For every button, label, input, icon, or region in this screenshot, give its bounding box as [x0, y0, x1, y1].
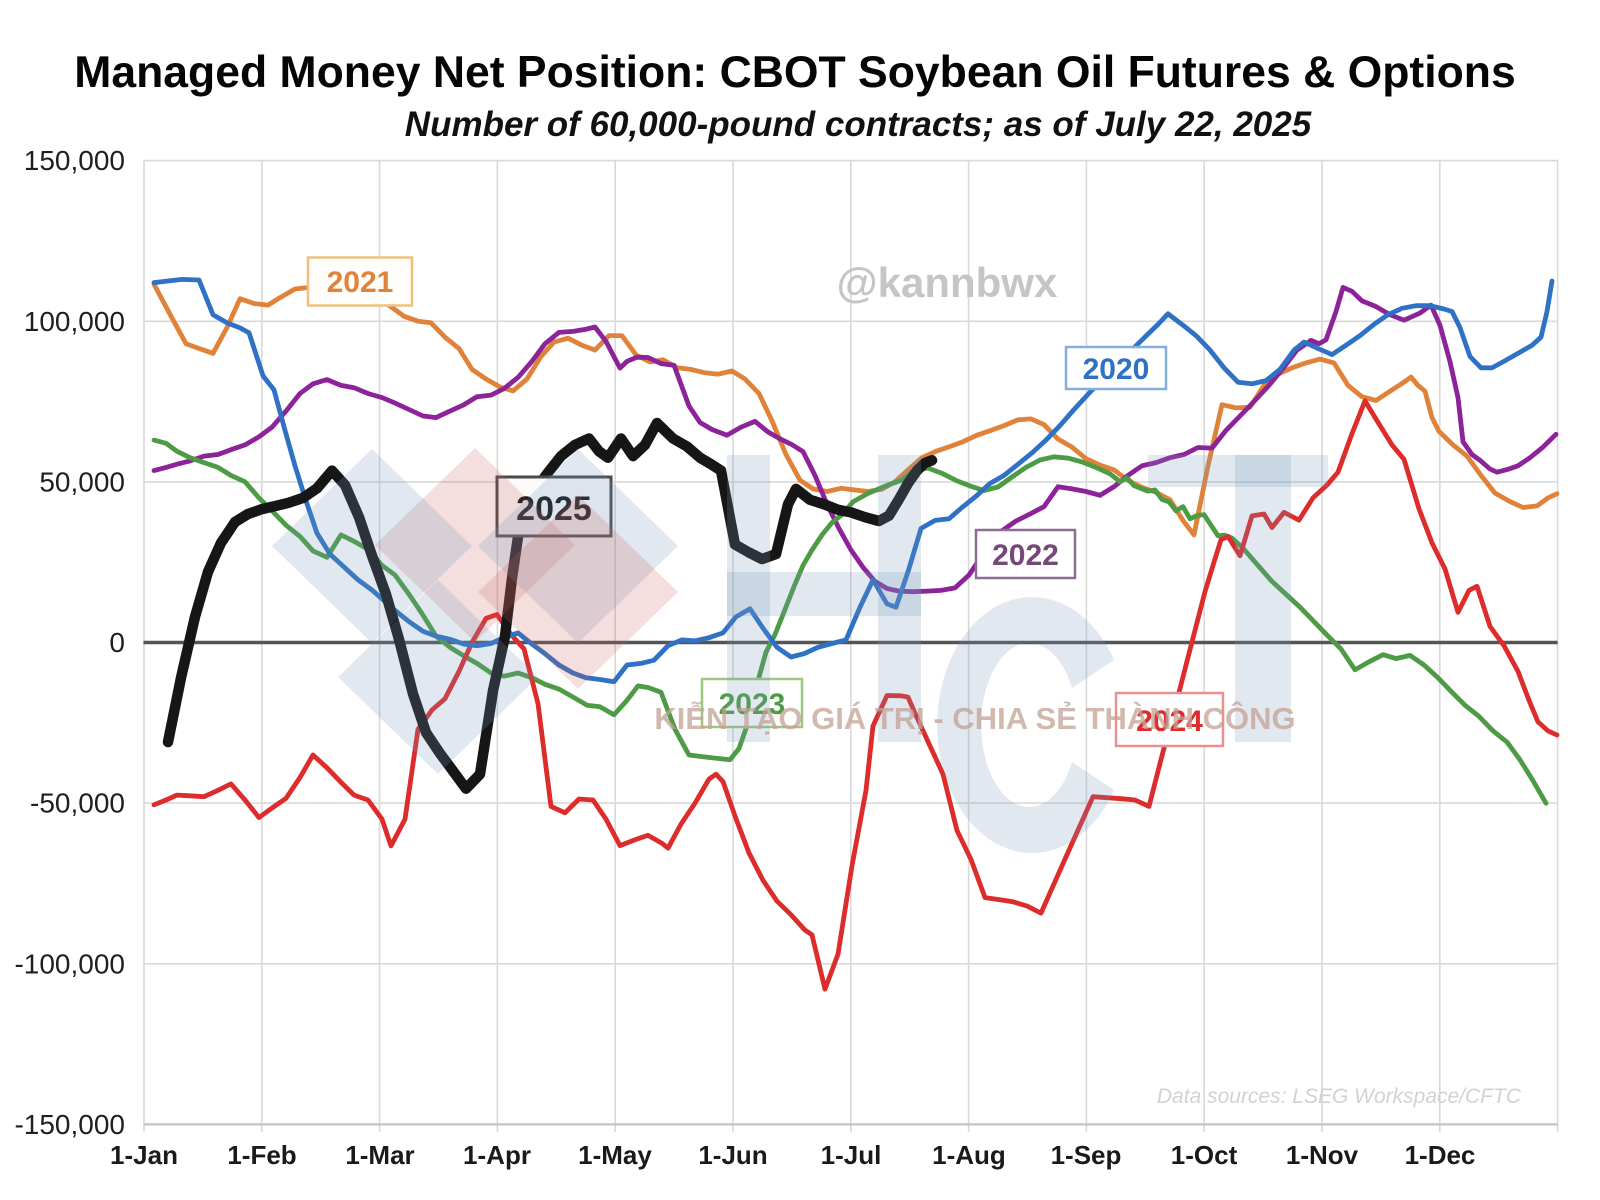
svg-text:1-Jun: 1-Jun — [698, 1140, 767, 1170]
svg-text:1-Jul: 1-Jul — [821, 1140, 882, 1170]
svg-text:1-Apr: 1-Apr — [463, 1140, 531, 1170]
svg-text:2022: 2022 — [992, 539, 1059, 572]
svg-text:2020: 2020 — [1083, 353, 1150, 386]
svg-text:Data sources: LSEG Workspace/C: Data sources: LSEG Workspace/CFTC — [1157, 1085, 1522, 1108]
svg-text:2023: 2023 — [719, 688, 786, 721]
svg-text:Number of 60,000-pound contrac: Number of 60,000-pound contracts; as of … — [405, 105, 1312, 144]
svg-text:KIỄN TẠO GIÁ TRỊ - CHIA SẺ THÀ: KIỄN TẠO GIÁ TRỊ - CHIA SẺ THÀNH CÔNG — [654, 700, 1295, 736]
svg-text:1-Nov: 1-Nov — [1286, 1140, 1359, 1170]
svg-text:2025: 2025 — [516, 490, 592, 528]
svg-text:2024: 2024 — [1136, 705, 1203, 738]
svg-text:0: 0 — [109, 627, 125, 658]
svg-text:-100,000: -100,000 — [14, 948, 125, 979]
svg-text:1-May: 1-May — [578, 1140, 652, 1170]
svg-text:@kannbwx: @kannbwx — [837, 259, 1058, 306]
svg-text:1-Jan: 1-Jan — [110, 1140, 178, 1170]
svg-text:-50,000: -50,000 — [30, 788, 125, 819]
svg-text:150,000: 150,000 — [24, 145, 125, 176]
svg-text:1-Dec: 1-Dec — [1405, 1140, 1476, 1170]
svg-text:1-Sep: 1-Sep — [1051, 1140, 1122, 1170]
svg-text:2021: 2021 — [327, 266, 394, 299]
svg-text:Managed Money Net Position: CB: Managed Money Net Position: CBOT Soybean… — [74, 48, 1515, 97]
svg-text:1-Mar: 1-Mar — [345, 1140, 414, 1170]
svg-text:50,000: 50,000 — [39, 466, 125, 497]
svg-text:1-Feb: 1-Feb — [227, 1140, 296, 1170]
svg-text:1-Aug: 1-Aug — [932, 1140, 1006, 1170]
svg-text:100,000: 100,000 — [24, 306, 125, 337]
svg-text:-150,000: -150,000 — [14, 1109, 125, 1140]
svg-text:1-Oct: 1-Oct — [1171, 1140, 1238, 1170]
